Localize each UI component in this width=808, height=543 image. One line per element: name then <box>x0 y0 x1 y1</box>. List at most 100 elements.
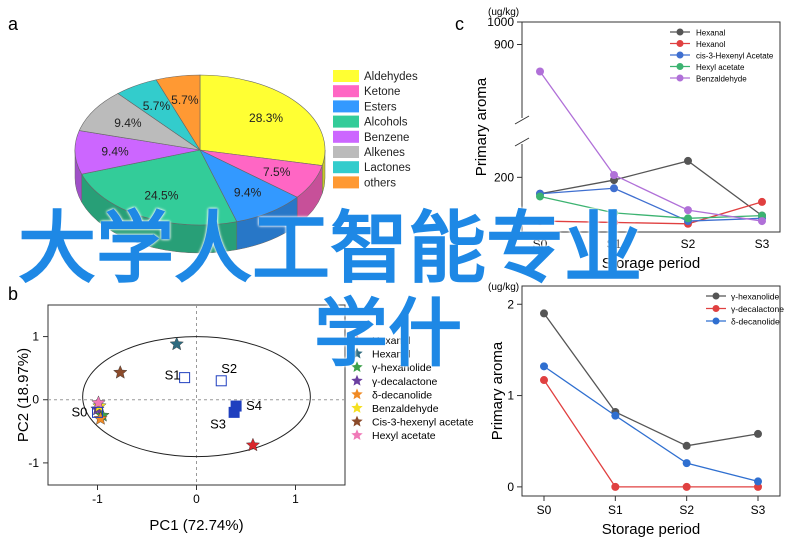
d-series-point <box>682 441 691 450</box>
c-series-point <box>536 67 544 76</box>
pca-legend-star <box>351 334 363 345</box>
pie-legend-swatch <box>333 146 359 158</box>
pca-legend-star <box>351 429 363 441</box>
d-legend-label: γ-hexanolide <box>731 292 779 302</box>
d-series-point <box>682 459 691 468</box>
d-series-point <box>540 376 548 385</box>
pie-data-label: 5.7% <box>143 99 171 113</box>
c-x-tick-label: S1 <box>607 237 622 251</box>
c-series-point <box>684 206 692 215</box>
pie-data-label: 9.4% <box>114 116 142 130</box>
c-axis-break-mark <box>514 115 530 125</box>
pie-legend-label: Aldehydes <box>364 71 418 83</box>
pca-x-tick-label: 0 <box>193 492 200 506</box>
pie-legend-label: Alkenes <box>364 147 405 159</box>
d-y-axis-label: Primary aroma <box>489 341 506 440</box>
d-legend-marker <box>712 292 720 300</box>
d-y-tick-label: 1 <box>507 389 514 403</box>
pca-y-tick-label: 0 <box>32 393 39 407</box>
pie-legend-label: Esters <box>364 101 397 113</box>
d-unit-label: (ug/kg) <box>488 282 519 293</box>
d-y-tick-label: 0 <box>507 480 514 494</box>
pca-y-tick-label: -1 <box>28 456 39 470</box>
c-series-point <box>536 217 544 226</box>
pie-chart: 28.3%7.5%9.4%24.5%9.4%9.4%5.7% 5.7% <box>74 74 326 254</box>
c-x-tick-label: S3 <box>755 237 770 251</box>
d-series-point <box>540 362 548 371</box>
pie-data-label: 9.4% <box>101 145 129 159</box>
c-series-point <box>536 192 544 201</box>
pie-legend-swatch <box>333 130 359 143</box>
d-legend-marker <box>712 317 720 325</box>
d-x-tick-label: S3 <box>751 503 766 517</box>
pca-legend-star <box>351 361 363 373</box>
c-legend-label: Hexyl acetate <box>696 63 745 72</box>
c-y-axis-label: Primary aroma <box>473 77 490 176</box>
pca-legend-star <box>351 388 363 400</box>
pca-loading-star <box>91 395 106 409</box>
pca-legend-label: Hexanol <box>372 335 411 347</box>
pca-x-tick-label: -1 <box>92 492 103 506</box>
d-series-line <box>543 313 759 447</box>
pca-sample-label: S3 <box>210 416 226 431</box>
d-plot-frame <box>521 285 781 497</box>
c-legend-marker <box>676 51 684 59</box>
c-series-line <box>539 71 763 222</box>
c-series-point <box>684 214 692 223</box>
c-unit-label: (ug/kg) <box>488 7 519 18</box>
d-series-point <box>611 482 620 491</box>
d-series-point <box>754 477 762 486</box>
pca-legend-label: γ-decalactone <box>372 376 438 388</box>
c-legend-label: cis-3-Hexenyl Acetate <box>696 52 774 61</box>
pca-sample-marker <box>179 372 191 384</box>
pie-legend-swatch <box>333 100 359 113</box>
pca-legend-star <box>351 415 363 427</box>
pca-x-axis-label: PC1 (72.74%) <box>149 517 243 534</box>
d-x-tick-label: S1 <box>608 503 623 517</box>
pca-legend-star <box>351 402 363 413</box>
c-series-point <box>758 217 766 226</box>
pca-legend-label: Benzaldehyde <box>372 403 439 415</box>
c-series-line <box>539 201 763 225</box>
c-legend-label: Hexanol <box>696 40 726 49</box>
pie-legend-swatch <box>333 176 359 189</box>
watermark-line-1: 大学人工智能专业 <box>18 204 643 294</box>
pca-loading-star <box>169 336 184 351</box>
d-y-tick-label: 2 <box>507 297 514 311</box>
c-x-tick-label: S0 <box>533 237 548 251</box>
pie-legend-label: Benzene <box>364 132 409 144</box>
c-series-line <box>539 195 763 219</box>
pca-legend-label: Cis-3-hexenyl acetate <box>372 417 474 429</box>
c-series-point <box>610 184 618 193</box>
d-x-tick-label: S0 <box>537 503 552 517</box>
pca-legend-label: γ-hexanolide <box>372 362 432 374</box>
pca-loading-star <box>93 411 108 425</box>
c-legend-label: Hexanal <box>696 29 726 38</box>
pie-data-label: 9.4% <box>234 185 262 199</box>
pie-data-label: 28.3% <box>249 111 283 125</box>
pie-legend-swatch <box>333 115 359 128</box>
line-chart-d: 0 1 2 (ug/kg) Primary aroma S0 S1 S2 S3 Storage p… <box>488 282 784 538</box>
c-series-line <box>539 187 763 222</box>
pie-legend: Aldehydes Ketone Esters Alcohols Benzene Alke… <box>333 70 418 189</box>
pie-slice-aldehydes <box>199 74 326 166</box>
d-legend-label: γ-decalactone <box>731 304 784 314</box>
pca-legend-label: Hexanal <box>372 349 411 361</box>
pca-legend-label: δ-decanolide <box>372 389 432 401</box>
c-axis-break-mark <box>514 137 530 147</box>
pca-sample-marker <box>215 375 227 387</box>
pie-legend-swatch <box>333 70 359 82</box>
panel-c-letter: c <box>455 14 464 34</box>
pca-sample-marker <box>230 400 242 412</box>
d-series-point <box>540 309 548 318</box>
pca-sample-label: S2 <box>221 361 237 376</box>
c-legend-marker <box>676 63 684 70</box>
pie-legend-label: others <box>364 177 396 189</box>
d-x-axis-label: Storage period <box>602 521 700 538</box>
c-legend-label: Benzaldehyde <box>696 75 747 84</box>
c-legend-marker <box>676 40 684 47</box>
pie-data-label: 5.7% <box>171 93 199 107</box>
c-series-line <box>539 160 763 217</box>
c-legend-marker <box>676 28 684 36</box>
pca-sample-marker <box>92 406 103 418</box>
